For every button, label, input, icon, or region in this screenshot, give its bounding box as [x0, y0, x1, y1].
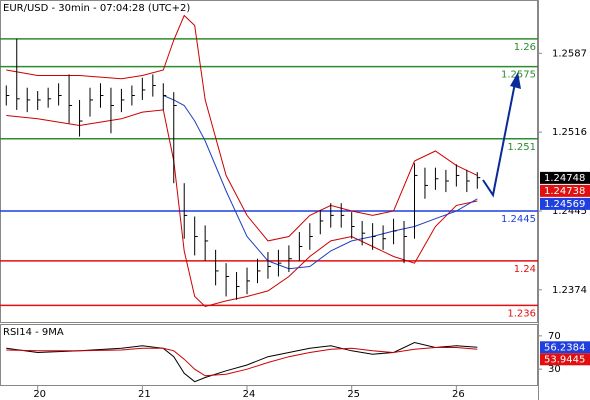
level-label: 1.26	[514, 42, 536, 53]
price-panel	[0, 0, 538, 323]
rsi-label: 56.2384	[544, 342, 585, 353]
chart-title: EUR/USD - 30min - 07:04:28 (UTC+2)	[3, 3, 190, 14]
rsi-line	[6, 341, 478, 383]
x-tick-label: 24	[243, 389, 256, 400]
projection-arrow	[482, 72, 521, 198]
level-label: 1.236	[507, 308, 536, 319]
level-label: 1.2445	[501, 214, 536, 225]
level-label: 1.24	[514, 264, 536, 275]
y-tick-label: 1.2445	[552, 206, 587, 217]
price-label-box	[540, 171, 590, 184]
overlay-line	[6, 109, 478, 308]
price-label: 1.24569	[544, 199, 585, 210]
rsi-panel	[0, 324, 538, 386]
rsi-label-box	[540, 341, 590, 354]
rsi-tick-label: 30	[548, 364, 561, 375]
overlay-line	[6, 14, 478, 242]
x-tick-label: 21	[138, 389, 151, 400]
rsi-title: RSI14 - 9MA	[3, 327, 64, 338]
price-label-box	[540, 197, 590, 210]
price-label: 1.24748	[544, 173, 585, 184]
y-tick-label: 1.2516	[552, 127, 587, 138]
y-tick-label: 1.2587	[552, 48, 587, 59]
x-tick-label: 26	[452, 389, 465, 400]
price-label-box	[540, 184, 590, 197]
rsi-line	[6, 347, 478, 377]
price-label: 1.24738	[544, 186, 585, 197]
x-tick-label: 20	[33, 389, 46, 400]
rsi-label: 53.9445	[544, 354, 585, 365]
level-label: 1.251	[507, 142, 536, 153]
y-tick-label: 1.2374	[552, 285, 587, 296]
rsi-tick-label: 70	[548, 331, 561, 342]
overlay-line	[163, 95, 478, 270]
rsi-label-box	[540, 353, 590, 366]
x-tick-label: 25	[347, 389, 360, 400]
